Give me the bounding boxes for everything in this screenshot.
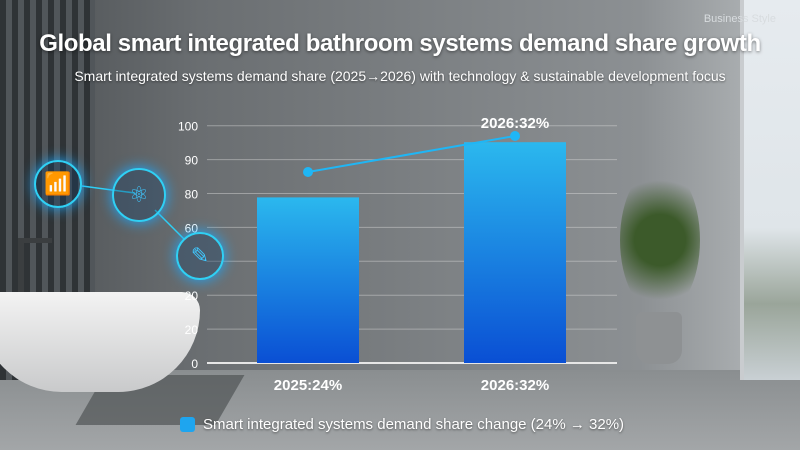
plant [620,165,700,315]
bar-2025 [257,197,359,363]
style-tag: Business Style [703,13,776,25]
y-tick-label: 20 [185,323,199,337]
x-category-label: 2025:24% [274,377,342,394]
y-tick-label: 80 [185,188,199,202]
legend-label: Smart integrated systems demand share ch… [203,416,625,433]
y-tick-label: 0 [191,357,198,371]
icon-connector [154,209,186,241]
x-category-label: 2026:32% [481,377,549,394]
wifi-icon: 📶 [34,160,82,208]
chart-title: Global smart integrated bathroom systems… [39,30,761,57]
data-label: 2026:32% [481,115,549,132]
y-tick-label: 20 [185,289,199,303]
legend-swatch [180,417,195,432]
trend-point [303,167,313,177]
trend-line [307,135,516,173]
plant-pot [636,312,682,364]
faucet [18,238,24,308]
bathtub [0,292,200,392]
legend: Smart integrated systems demand share ch… [180,416,624,433]
bar-2026 [464,142,566,363]
trend-point [510,131,520,141]
y-tick-label: 90 [185,154,199,168]
window [740,0,800,380]
document-edit-icon: ✎ [176,232,224,280]
atom-icon: ⚛ [112,168,166,222]
y-tick-label: 60 [185,221,199,235]
y-tick-label: 100 [178,120,198,134]
faucet-spout [18,238,52,243]
chart-subtitle: Smart integrated systems demand share (2… [74,68,726,84]
